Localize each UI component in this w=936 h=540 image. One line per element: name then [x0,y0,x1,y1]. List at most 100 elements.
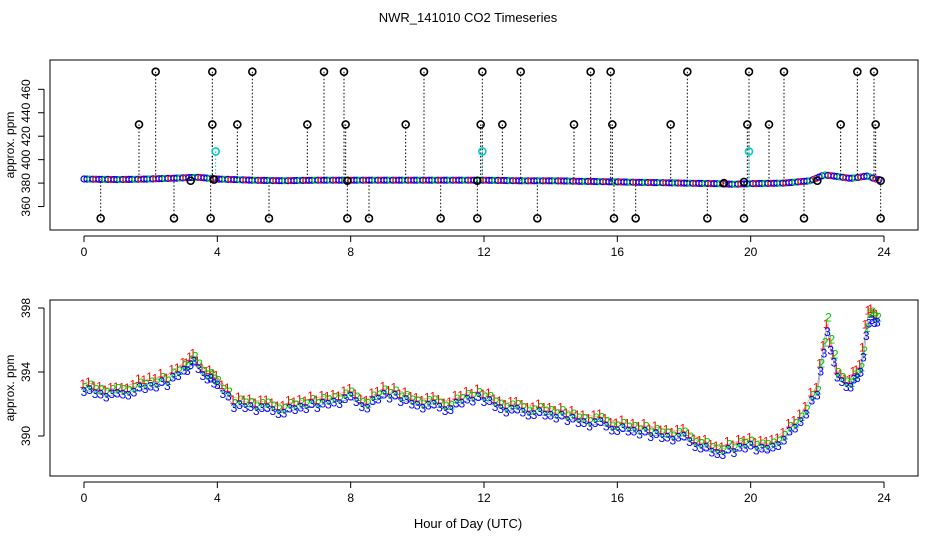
series-1-point: 1 [729,438,736,452]
series-3-point: 3 [851,373,858,387]
outlier-mid-point [341,120,350,129]
series-2-point: 2 [840,370,847,384]
series-3-point: 3 [397,395,404,409]
flagged-point [211,147,220,156]
series-3-point: 3 [436,401,443,415]
x-axis-label: Hour of Day (UTC) [414,516,522,531]
series-1-point: 1 [813,380,820,394]
series-1-point: 1 [668,426,675,440]
series-3-point: 3 [586,419,593,433]
series-1-point: 1 [674,422,681,436]
y-tick-label: 360 [19,196,33,216]
series-1-point: 1 [263,393,270,407]
series-3-point: 3 [866,316,873,330]
outlier-high-point [683,67,692,77]
series-1-point: 1 [113,380,120,394]
outlier-high-point [869,67,879,77]
series-1-point: 1 [774,431,781,445]
series-2-point: 2 [437,396,444,410]
series-3-point: 3 [408,398,415,412]
series-3-point: 3 [381,388,388,402]
series-3-point: 3 [821,347,828,361]
outlier-near-point [343,176,352,186]
series-2-point: 2 [99,383,106,397]
series-3-point: 3 [714,447,721,461]
series-2-point: 2 [87,378,94,392]
y-tick-label: 398 [19,298,33,318]
series-2-point: 2 [332,391,339,405]
series-2-point: 2 [825,311,832,325]
series-2-point: 2 [676,426,683,440]
series-2-point: 2 [221,382,228,396]
series-3-point: 3 [442,404,449,418]
outlier-low-point [264,213,274,223]
series-1-point: 1 [235,390,242,404]
series-1-point: 1 [602,411,609,425]
series-2-point: 2 [822,335,829,349]
series-2-point: 2 [771,436,778,450]
series-2-point: 2 [443,399,450,413]
series-1-point: 1 [791,414,798,428]
series-2-point: 2 [321,392,328,406]
series-2-point: 2 [835,366,842,380]
x-tick-label: 0 [81,245,88,259]
series-3-point: 3 [831,356,838,370]
series-2-point: 2 [699,437,706,451]
series-3-point: 3 [114,386,121,400]
series-1-point: 1 [418,394,425,408]
series-1-point: 1 [307,389,314,403]
series-3-point: 3 [375,393,382,407]
series-3-point: 3 [553,412,560,426]
outlier-near-point [719,178,729,188]
series-1-point: 1 [257,393,264,407]
outlier-low-point [364,213,374,223]
series-1-point: 1 [557,400,564,414]
series-2-point: 2 [360,395,367,409]
series-3-point: 3 [97,387,104,401]
series-2-point: 2 [454,392,461,406]
series-2-point: 2 [192,350,199,364]
series-1-point: 1 [435,393,442,407]
series-1-point: 1 [779,426,786,440]
series-3-point: 3 [211,377,218,391]
series-1-point: 1 [135,372,142,386]
series-2-point: 2 [861,344,868,358]
outlier-mid-point [233,120,242,129]
series-1-point: 1 [224,381,231,395]
series-2-point: 2 [205,368,212,382]
series-2-point: 2 [793,417,800,431]
x-tick-label: 12 [477,491,491,505]
series-2-point: 2 [571,407,578,421]
series-2-point: 2 [132,381,139,395]
series-2-point: 2 [421,397,428,411]
series-3-point: 3 [874,315,881,329]
series-2-point: 2 [852,368,859,382]
y-tick-label: 460 [19,79,33,99]
series-2-point: 2 [165,374,172,388]
series-2-point: 2 [382,383,389,397]
outlier-high-point [248,67,257,77]
series-1-point: 1 [641,416,648,430]
outlier-high-point [151,67,160,77]
x-tick-label: 4 [214,245,221,259]
series-3-point: 3 [736,441,743,455]
y-tick-label: 394 [19,362,33,382]
series-3-point: 3 [758,442,765,456]
series-3-point: 3 [420,402,427,416]
flagged-point [744,147,754,156]
series-3-point: 3 [824,325,831,339]
outlier-mid-point [608,120,617,129]
series-3-point: 3 [303,402,310,416]
series-3-point: 3 [486,394,493,408]
series-3-point: 3 [453,397,460,411]
outlier-mid-point [569,120,579,129]
series-3-point: 3 [675,430,682,444]
outlier-mid-point [871,120,880,129]
series-2-point: 2 [649,425,656,439]
series-2-point: 2 [249,395,256,409]
series-1-point: 1 [179,355,186,369]
series-3-point: 3 [653,427,660,441]
outlier-mid-point [836,120,845,129]
outlier-low-point [609,213,619,223]
